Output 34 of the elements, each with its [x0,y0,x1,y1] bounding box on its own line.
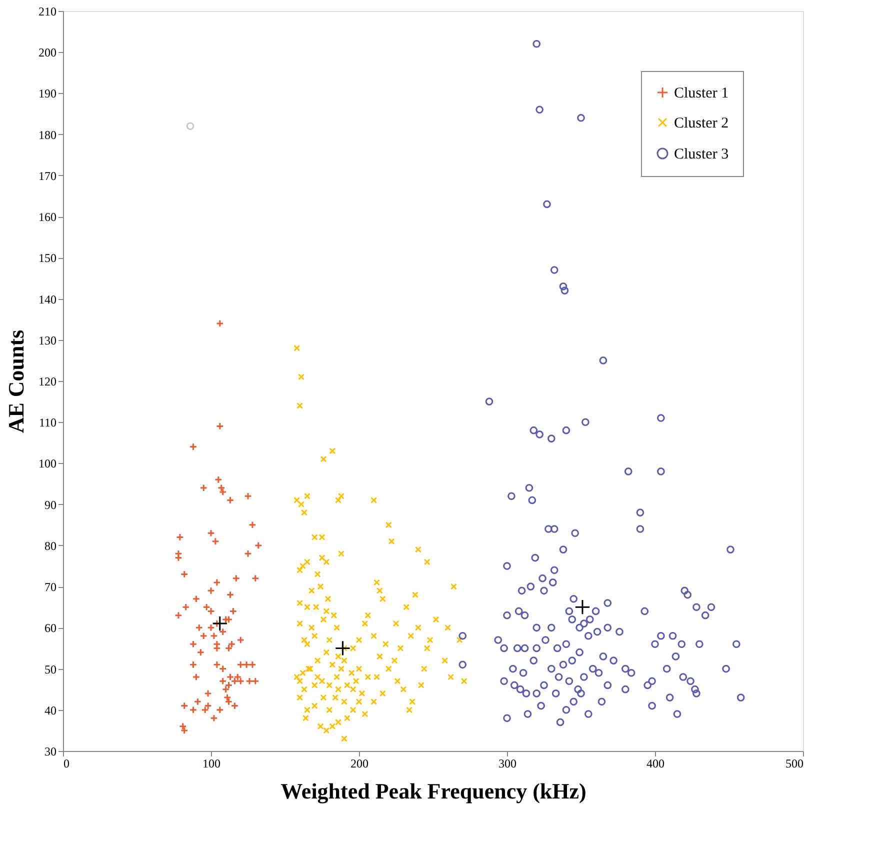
point [334,640,351,656]
x-axis-title: Weighted Peak Frequency (kHz) [280,778,586,804]
x-tick-label: 200 [350,756,368,770]
x-tick-label: 300 [498,756,516,770]
y-tick-label: 150 [38,251,56,266]
y-tick-label: 130 [38,333,56,348]
y-tick-label: 80 [44,538,56,553]
point [574,599,590,615]
x-tick-label: 400 [646,756,664,770]
y-tick-label: 180 [38,128,56,142]
y-tick-label: 170 [38,168,56,183]
y-tick-label: 90 [44,498,56,512]
y-tick-label: 120 [38,374,56,388]
y-tick-label: 190 [38,86,56,101]
x-tick-label: 100 [202,756,220,770]
y-tick-label: 140 [38,292,56,306]
legend-label: Cluster 3 [674,146,729,162]
y-tick-label: 60 [44,621,56,636]
legend-label: Cluster 1 [674,86,729,102]
legend-label: Cluster 2 [674,116,729,132]
y-tick-label: 70 [44,580,56,594]
y-tick-label: 40 [44,703,56,718]
y-axis-title: AE Counts [4,329,28,434]
y-tick-label: 110 [38,416,56,430]
y-tick-label: 160 [38,210,56,224]
y-tick-label: 200 [38,46,56,60]
y-tick-label: 210 [38,4,56,18]
x-tick-label: 500 [786,756,804,770]
y-tick-label: 50 [44,662,56,676]
point [186,122,194,130]
y-tick-label: 30 [44,744,56,758]
y-tick-label: 100 [38,456,56,471]
x-tick-label: 0 [64,756,70,770]
point [212,616,228,632]
